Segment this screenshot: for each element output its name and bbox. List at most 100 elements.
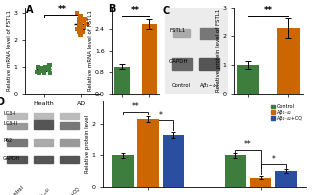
Text: B: B bbox=[108, 4, 115, 14]
Bar bbox=[225, 155, 246, 187]
Text: A$\beta_{1-42}$: A$\beta_{1-42}$ bbox=[199, 81, 219, 90]
Point bbox=[37, 68, 42, 71]
Point bbox=[47, 72, 52, 75]
Bar bbox=[112, 155, 134, 187]
Point bbox=[45, 65, 50, 68]
Bar bbox=[7, 139, 27, 146]
Point bbox=[40, 69, 45, 72]
Point bbox=[78, 25, 83, 28]
Bar bbox=[172, 58, 192, 70]
Bar bbox=[34, 156, 53, 163]
Bar bbox=[7, 113, 27, 119]
Point bbox=[77, 33, 82, 36]
Bar bbox=[60, 156, 79, 163]
Text: LC3-II: LC3-II bbox=[3, 121, 17, 126]
Point bbox=[82, 17, 87, 20]
Point bbox=[36, 65, 41, 68]
Point bbox=[81, 20, 86, 23]
Point bbox=[41, 69, 46, 72]
Point bbox=[38, 69, 43, 72]
Text: **: ** bbox=[58, 5, 67, 14]
Point bbox=[41, 72, 46, 75]
Point bbox=[75, 12, 80, 15]
Bar bbox=[34, 139, 53, 146]
Text: LC3-I: LC3-I bbox=[3, 111, 16, 116]
Bar bbox=[199, 58, 219, 70]
Point bbox=[81, 30, 86, 34]
Point bbox=[48, 64, 53, 67]
Point bbox=[47, 64, 52, 67]
Bar bbox=[60, 122, 79, 129]
Text: **: ** bbox=[131, 5, 140, 14]
Text: C: C bbox=[162, 6, 169, 16]
Bar bbox=[163, 135, 184, 187]
Bar bbox=[237, 65, 259, 94]
Point bbox=[79, 28, 84, 31]
Point bbox=[74, 28, 79, 31]
Point bbox=[35, 71, 40, 74]
Point bbox=[79, 33, 84, 36]
Point bbox=[47, 67, 52, 71]
Point bbox=[41, 66, 46, 70]
Bar bbox=[200, 28, 218, 39]
Text: D: D bbox=[0, 97, 4, 107]
Text: P62: P62 bbox=[3, 138, 12, 144]
Point bbox=[77, 17, 82, 20]
Bar bbox=[7, 123, 27, 129]
Text: **: ** bbox=[132, 102, 139, 111]
Point bbox=[78, 14, 83, 17]
Point bbox=[42, 71, 47, 74]
Point bbox=[40, 69, 45, 72]
Bar bbox=[34, 113, 53, 119]
Point bbox=[83, 22, 88, 26]
Legend: Control, Aβ₁₋₄₂, Aβ₁₋₄₂+CQ: Control, Aβ₁₋₄₂, Aβ₁₋₄₂+CQ bbox=[271, 104, 303, 121]
Text: GAPDH: GAPDH bbox=[3, 156, 21, 161]
Text: GAPDH: GAPDH bbox=[169, 59, 189, 64]
Bar bbox=[250, 178, 271, 187]
Point bbox=[44, 68, 49, 71]
Bar bbox=[60, 113, 79, 119]
Bar bbox=[7, 156, 27, 163]
Y-axis label: Relative protein level: Relative protein level bbox=[85, 115, 90, 173]
Text: **: ** bbox=[264, 6, 273, 15]
Bar bbox=[60, 139, 79, 146]
Point bbox=[37, 68, 42, 71]
Text: Control: Control bbox=[172, 82, 191, 88]
Point bbox=[36, 65, 41, 68]
Point bbox=[38, 66, 43, 70]
Y-axis label: Relative mRNA level of FSTL1: Relative mRNA level of FSTL1 bbox=[7, 10, 12, 91]
Bar bbox=[277, 28, 300, 94]
Point bbox=[36, 71, 41, 74]
Point bbox=[82, 25, 87, 28]
Point bbox=[45, 66, 50, 70]
Bar bbox=[142, 24, 157, 94]
Text: **: ** bbox=[244, 140, 252, 149]
Bar bbox=[34, 120, 53, 129]
Text: A$\beta_{1-42}$+CQ: A$\beta_{1-42}$+CQ bbox=[56, 185, 83, 195]
Bar bbox=[173, 29, 190, 37]
Point bbox=[42, 65, 47, 68]
Point bbox=[42, 68, 47, 72]
Point bbox=[44, 68, 49, 71]
Text: Control: Control bbox=[9, 185, 25, 195]
Bar bbox=[275, 171, 296, 187]
Point bbox=[47, 66, 52, 70]
Text: *: * bbox=[271, 155, 275, 164]
Text: FSTL1: FSTL1 bbox=[169, 28, 185, 33]
Point bbox=[81, 17, 86, 20]
Point bbox=[35, 71, 40, 74]
Point bbox=[77, 22, 82, 26]
Point bbox=[76, 25, 81, 28]
Bar bbox=[115, 67, 129, 94]
Y-axis label: Relative protein level of FSTL1: Relative protein level of FSTL1 bbox=[216, 9, 221, 92]
Point bbox=[80, 20, 85, 23]
Point bbox=[77, 30, 82, 34]
Point bbox=[78, 14, 83, 17]
Text: A: A bbox=[26, 5, 33, 15]
Point bbox=[77, 20, 82, 23]
Point bbox=[78, 22, 83, 26]
Y-axis label: Relative mRNA level of FSTL1: Relative mRNA level of FSTL1 bbox=[88, 10, 93, 91]
Point bbox=[84, 22, 89, 26]
Bar bbox=[138, 119, 159, 187]
Text: A$\beta_{1-42}$: A$\beta_{1-42}$ bbox=[33, 185, 53, 195]
